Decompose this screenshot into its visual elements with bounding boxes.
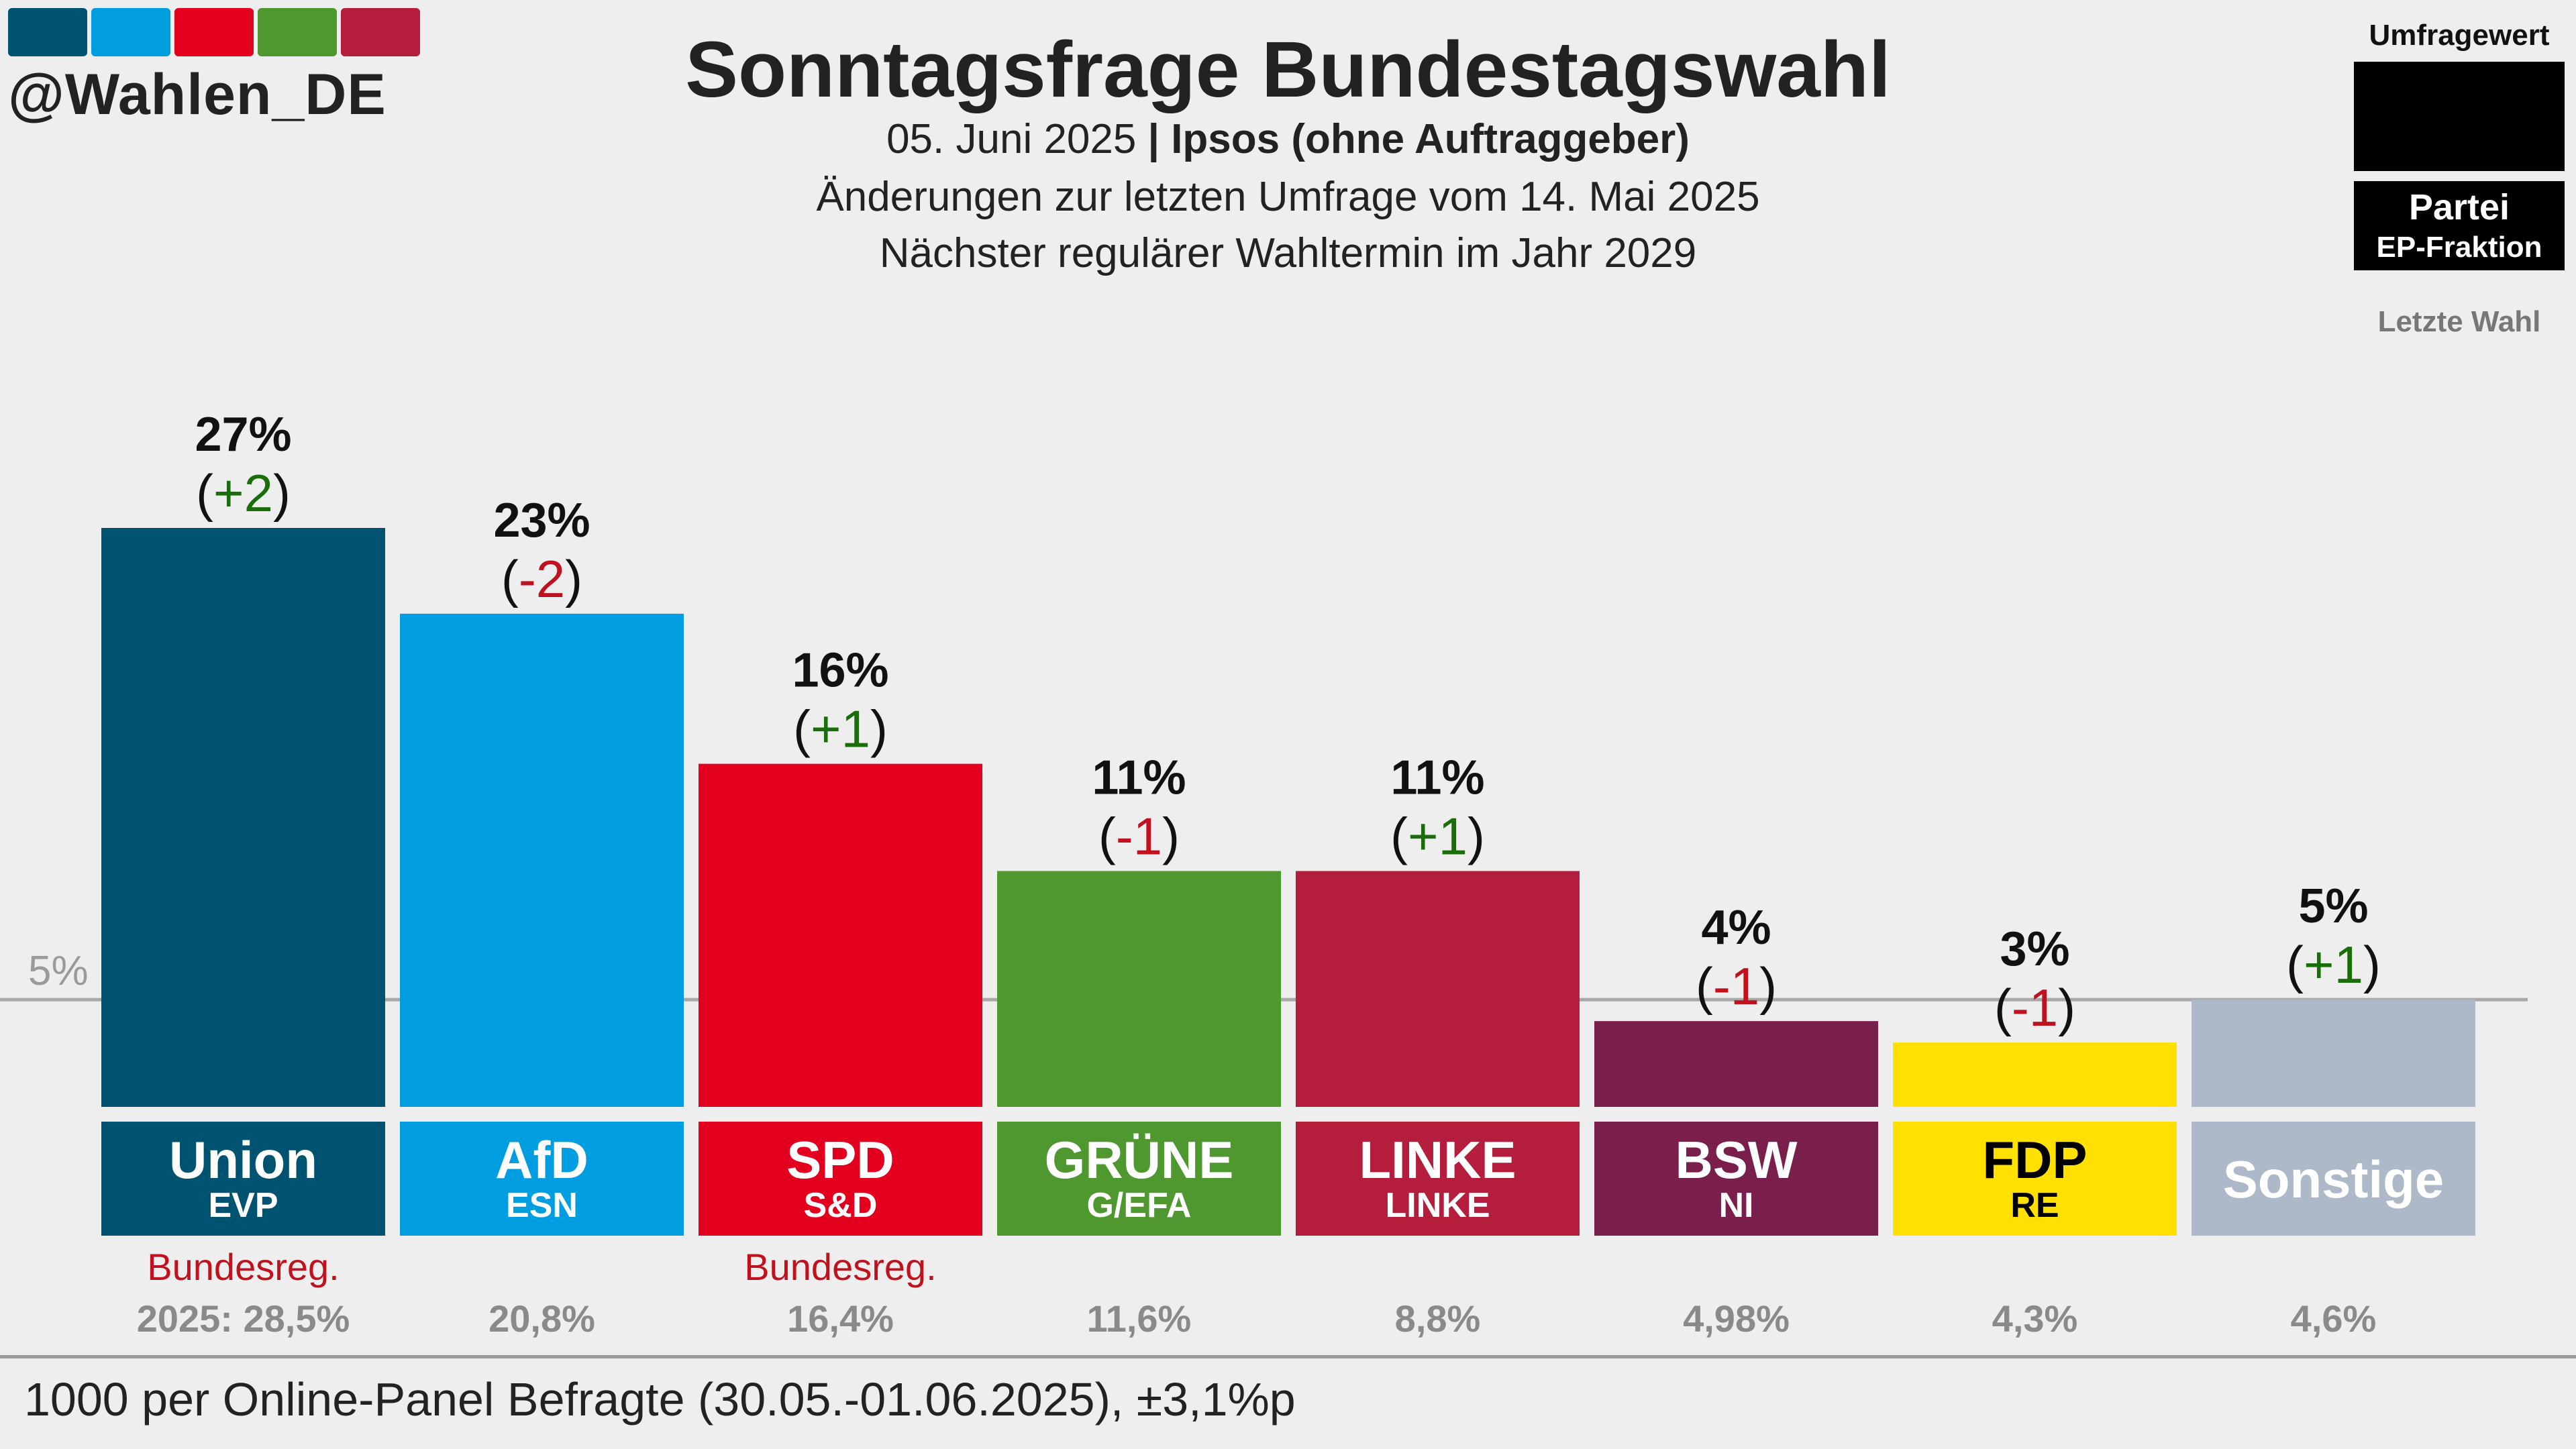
last-election-value: 4,6% — [2291, 1297, 2377, 1340]
value-label: 11% — [1092, 751, 1186, 804]
value-label: 27% — [195, 408, 291, 462]
brand-handle: @Wahlen_DE — [8, 62, 387, 127]
change-label: (-1) — [1994, 978, 2075, 1037]
value-label: 5% — [2298, 879, 2368, 933]
party-name: SPD — [786, 1130, 894, 1189]
bar — [1893, 1042, 2177, 1107]
party-name: GRÜNE — [1045, 1130, 1234, 1189]
subtitle-date-institute: 05. Juni 2025 | Ipsos (ohne Auftraggeber… — [0, 115, 2576, 163]
party-name: AfD — [495, 1130, 588, 1189]
legend-value-label: Umfragewert — [2369, 19, 2550, 52]
logo-square — [8, 8, 87, 56]
legend-last-election-label: Letzte Wahl — [2377, 305, 2541, 338]
ep-fraction: ESN — [506, 1186, 578, 1225]
bar — [1296, 871, 1580, 1107]
ep-fraction: S&D — [804, 1186, 878, 1225]
party-label-box — [2192, 1122, 2475, 1236]
chart-title: Sonntagsfrage Bundestagswahl — [685, 25, 1891, 114]
ep-fraction: RE — [2010, 1186, 2059, 1225]
last-election-value: 2025: 28,5% — [137, 1297, 350, 1340]
party-name: BSW — [1676, 1130, 1798, 1189]
party-name: FDP — [1983, 1130, 2088, 1189]
value-label: 16% — [792, 644, 888, 698]
logo-square — [91, 8, 170, 56]
change-label: (+1) — [793, 700, 888, 759]
bar — [1594, 1021, 1878, 1107]
value-label: 11% — [1390, 751, 1484, 804]
threshold-label: 5% — [28, 948, 89, 994]
value-label: 3% — [2000, 922, 2069, 976]
party-label-box — [1594, 1122, 1878, 1236]
bar — [101, 528, 385, 1107]
party-label-box — [699, 1122, 982, 1236]
ep-fraction: EVP — [208, 1186, 278, 1225]
footer-note: 1000 per Online-Panel Befragte (30.05.-0… — [24, 1373, 1296, 1426]
change-label: (+1) — [1390, 806, 1485, 865]
party-name: Sonstige — [2223, 1150, 2444, 1209]
ep-fraction: NI — [1719, 1186, 1754, 1225]
separator: | — [1147, 116, 1160, 162]
legend-party-label: Partei — [2408, 187, 2510, 227]
ep-fraction: G/EFA — [1086, 1186, 1191, 1225]
change-label: (-2) — [501, 549, 582, 608]
bar — [400, 613, 684, 1107]
government-label: Bundesreg. — [147, 1246, 339, 1288]
party-label-box — [101, 1122, 385, 1236]
legend-value-box — [2354, 62, 2565, 171]
party-label-box — [1893, 1122, 2177, 1236]
logo-square — [258, 8, 337, 56]
poll-date: 05. Juni 2025 — [886, 116, 1137, 162]
legend-fraction-label: EP-Fraktion — [2376, 231, 2542, 264]
party-name: Union — [169, 1130, 317, 1189]
changes-note: Änderungen zur letzten Umfrage vom 14. M… — [816, 174, 1760, 220]
party-label-box — [997, 1122, 1281, 1236]
bar — [699, 763, 982, 1107]
last-election-value: 16,4% — [787, 1297, 894, 1340]
change-label: (-1) — [1098, 806, 1180, 865]
logo-square — [174, 8, 254, 56]
value-label: 23% — [493, 494, 590, 547]
party-label-box — [400, 1122, 684, 1236]
change-label: (-1) — [1696, 957, 1777, 1016]
government-label: Bundesreg. — [744, 1246, 936, 1288]
change-label: (+1) — [2286, 935, 2381, 994]
next-election-note: Nächster regulärer Wahltermin im Jahr 20… — [879, 230, 1697, 276]
party-label-box — [1296, 1122, 1580, 1236]
value-label: 4% — [1701, 901, 1771, 955]
logo-square — [341, 8, 420, 56]
party-name: LINKE — [1359, 1130, 1516, 1189]
last-election-value: 11,6% — [1087, 1297, 1192, 1340]
last-election-value: 8,8% — [1395, 1297, 1481, 1340]
bar — [2192, 1000, 2475, 1107]
footer-divider — [0, 1355, 2576, 1358]
last-election-value: 4,3% — [1992, 1297, 2078, 1340]
change-label: (+2) — [196, 464, 291, 523]
bar — [997, 871, 1281, 1107]
poll-institute: Ipsos (ohne Auftraggeber) — [1171, 116, 1690, 162]
last-election-value: 20,8% — [488, 1297, 595, 1340]
legend-party-box: Partei EP-Fraktion — [2354, 181, 2565, 270]
last-election-value: 4,98% — [1683, 1297, 1790, 1340]
ep-fraction: LINKE — [1386, 1186, 1490, 1225]
